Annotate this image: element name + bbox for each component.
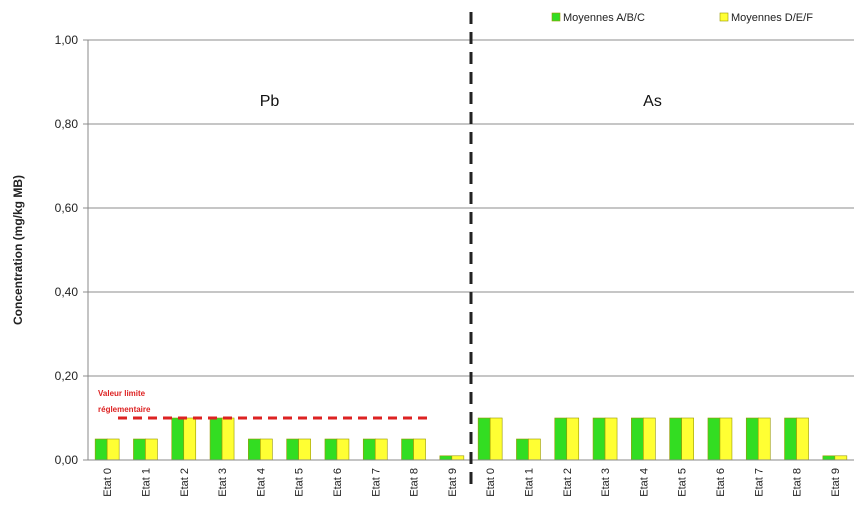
limit-line-group: Valeur limite réglementaire <box>98 389 433 420</box>
bar-as-abc <box>592 417 606 461</box>
x-tick-label: Etat 0 <box>102 468 114 497</box>
x-tick-label: Etat 9 <box>447 468 459 497</box>
panel-labels: Pb As <box>260 12 662 492</box>
bar-as-abc <box>554 417 568 461</box>
legend-swatch-def <box>719 12 729 22</box>
panel-label-pb: Pb <box>260 93 280 110</box>
bar-pb-def <box>374 438 388 461</box>
x-tick-label: Etat 2 <box>562 468 574 497</box>
bar-pb-def <box>298 438 311 461</box>
bar-pb-abc <box>324 438 338 461</box>
gridlines <box>83 39 854 461</box>
legend-label-def: Moyennes D/E/F <box>731 12 813 24</box>
bar-as-def <box>796 417 809 461</box>
x-tick-label: Etat 8 <box>792 468 804 497</box>
bar-as-def <box>489 417 503 461</box>
legend-swatch-abc <box>551 12 561 22</box>
bar-pb-abc <box>94 438 108 461</box>
y-tick-label: 1,00 <box>55 33 79 47</box>
bar-as-abc <box>477 417 491 461</box>
bar-as-def <box>528 438 541 461</box>
legend: Moyennes A/B/C Moyennes D/E/F <box>551 12 813 24</box>
bar-pb-abc <box>248 438 261 461</box>
x-tick-label: Etat 3 <box>600 468 612 497</box>
bar-as-def <box>604 417 618 461</box>
x-tick-label: Etat 3 <box>217 468 229 497</box>
limit-label-line1: Valeur limite <box>98 389 146 398</box>
y-tick-label: 0,80 <box>55 117 79 131</box>
bar-as-abc <box>822 455 836 461</box>
bar-pb-abc <box>439 455 453 461</box>
x-tick-label: Etat 5 <box>677 468 689 497</box>
bar-pb-def <box>183 417 197 461</box>
bar-pb-def <box>336 438 350 461</box>
bar-pb-abc <box>171 417 185 461</box>
y-tick-label: 0,00 <box>55 453 79 467</box>
x-tick-label: Etat 1 <box>140 468 152 497</box>
bar-as-def <box>719 417 733 461</box>
bar-as-abc <box>745 417 759 461</box>
x-tick-label: Etat 6 <box>332 468 344 497</box>
x-tick-label: Etat 4 <box>255 468 267 497</box>
bar-pb-abc <box>286 438 299 461</box>
bar-pb-abc <box>362 438 376 461</box>
x-tick-label: Etat 4 <box>638 468 650 497</box>
legend-label-abc: Moyennes A/B/C <box>563 12 645 24</box>
bars <box>94 417 848 461</box>
bar-as-abc <box>669 417 682 461</box>
bar-pb-def <box>145 438 158 461</box>
bar-pb-def <box>260 438 273 461</box>
bar-as-def <box>681 417 694 461</box>
bar-pb-def <box>221 417 235 461</box>
bar-as-def <box>834 455 848 461</box>
y-tick-label: 0,60 <box>55 201 79 215</box>
bar-pb-abc <box>133 438 146 461</box>
panel-label-as: As <box>643 93 662 110</box>
bar-pb-def <box>451 455 465 461</box>
x-tick-label: Etat 9 <box>830 468 842 497</box>
x-tick-label: Etat 1 <box>523 468 535 497</box>
x-axis: Etat 0 Etat 1 Etat 2 Etat 3 Etat 4 Etat 5 Etat… <box>88 459 854 497</box>
bar-as-abc <box>631 417 644 461</box>
bar-as-def <box>643 417 656 461</box>
y-axis: 0,00 0,20 0,40 0,60 0,80 1,00 Concentration (m… <box>11 33 89 467</box>
bar-pb-def <box>106 438 120 461</box>
bar-as-def <box>566 417 580 461</box>
x-tick-label: Etat 2 <box>179 468 191 497</box>
y-tick-label: 0,40 <box>55 285 79 299</box>
bar-pb-abc <box>209 417 223 461</box>
limit-label-line2: réglementaire <box>98 405 151 414</box>
x-tick-label: Etat 7 <box>370 468 382 497</box>
y-tick-label: 0,20 <box>55 369 79 383</box>
bar-as-abc <box>784 417 797 461</box>
bar-pb-abc <box>401 438 414 461</box>
bar-as-abc <box>516 438 529 461</box>
x-tick-label: Etat 0 <box>485 468 497 497</box>
bar-as-def <box>757 417 771 461</box>
x-tick-label: Etat 5 <box>294 468 306 497</box>
x-tick-label: Etat 6 <box>715 468 727 497</box>
bar-as-abc <box>707 417 721 461</box>
bar-pb-def <box>413 438 426 461</box>
x-tick-label: Etat 7 <box>753 468 765 497</box>
x-tick-label: Etat 8 <box>409 468 421 497</box>
y-axis-title: Concentration (mg/kg MB) <box>11 175 25 325</box>
